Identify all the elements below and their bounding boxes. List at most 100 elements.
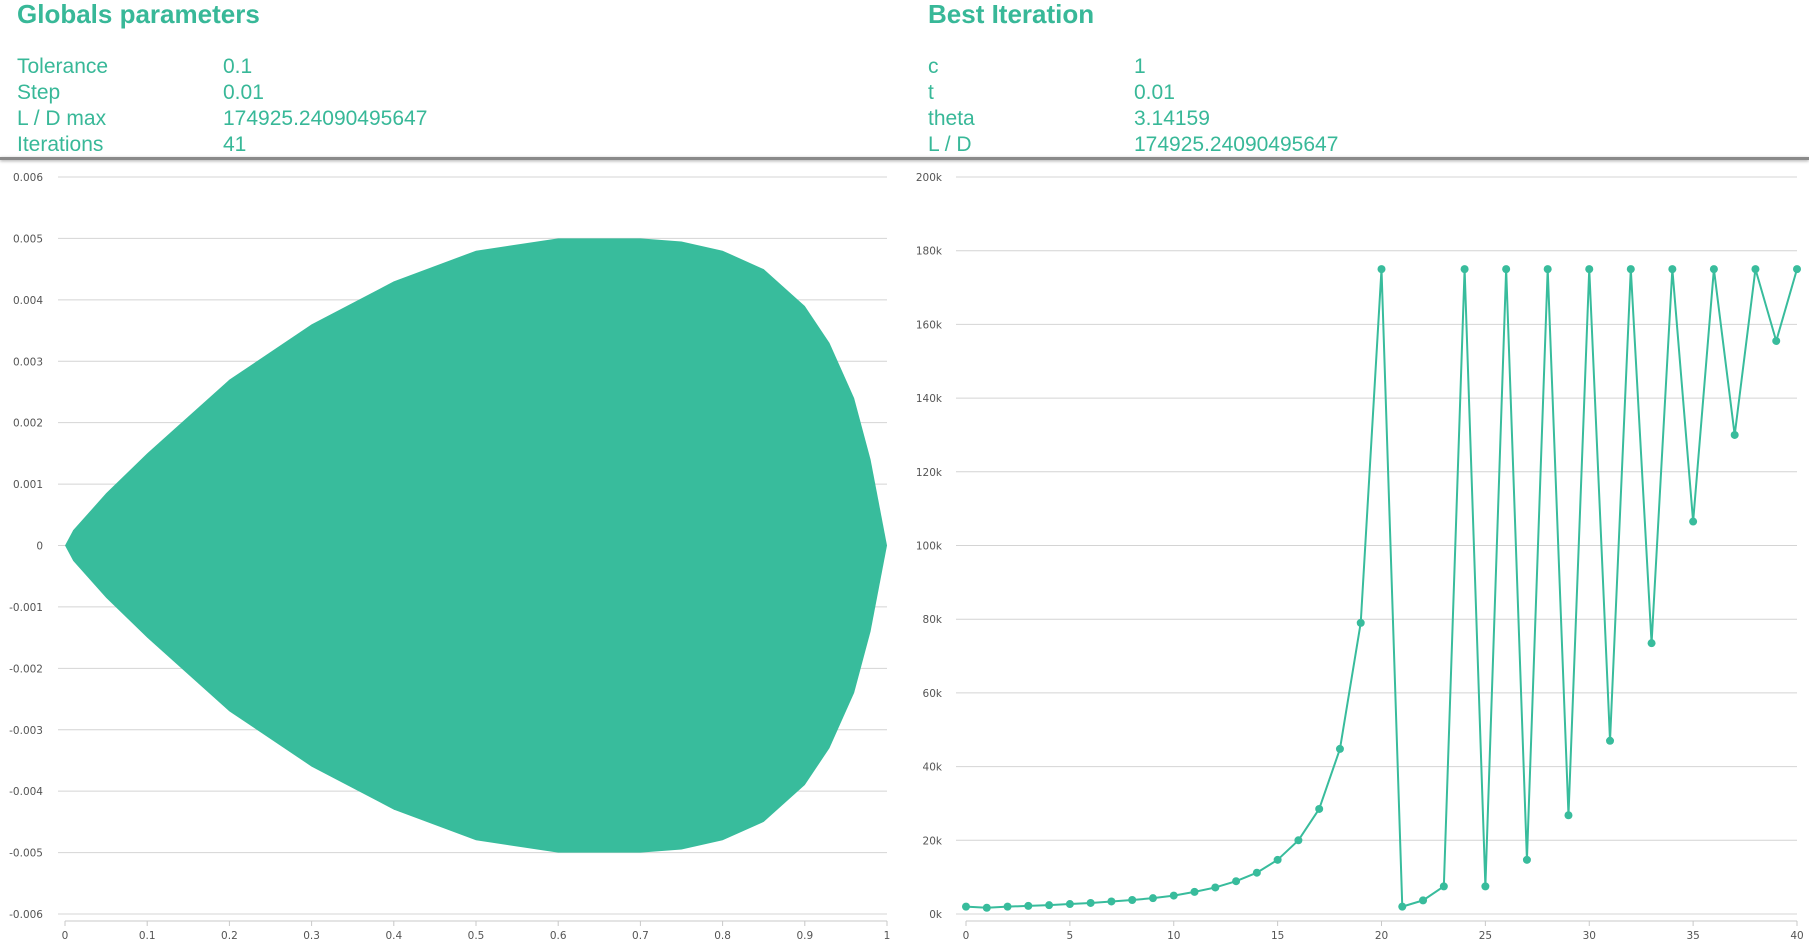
y-tick-label: -0.001 [9, 602, 43, 614]
param-label: Iterations [17, 133, 104, 156]
ld-data-point [1522, 855, 1531, 864]
x-tick-label: 0.6 [550, 930, 567, 942]
x-tick-label: 5 [1067, 930, 1074, 942]
x-tick-label: 0.1 [139, 930, 156, 942]
x-tick-label: 0.2 [221, 930, 238, 942]
globals-param-row: Step 0.01 [17, 80, 897, 106]
y-tick-label: 120k [916, 467, 943, 479]
globals-title: Globals parameters [17, 0, 260, 29]
x-tick-label: 0.5 [468, 930, 485, 942]
ld-data-point [1065, 900, 1074, 909]
best-iteration-title: Best Iteration [928, 0, 1095, 29]
param-label: L / D [928, 133, 972, 156]
ld-data-point [1398, 902, 1407, 911]
ld-data-point [1772, 336, 1781, 345]
best-param-row: c 1 [928, 54, 1788, 80]
x-tick-label: 1 [884, 930, 891, 942]
y-tick-label: -0.003 [9, 725, 43, 737]
ld-data-point [1356, 618, 1365, 627]
y-tick-label: 200k [916, 172, 943, 184]
x-tick-label: 25 [1479, 930, 1492, 942]
ld-data-point [1793, 265, 1801, 274]
y-tick-label: 140k [916, 393, 943, 405]
ld-data-point [1086, 898, 1095, 907]
ld-data-point [1107, 897, 1116, 906]
ld-data-point [1751, 265, 1760, 274]
ld-data-point [1128, 896, 1137, 904]
ld-data-point [1294, 836, 1303, 845]
globals-param-list: Tolerance 0.1 Step 0.01 L / D max 174925… [17, 54, 897, 158]
y-tick-label: 0k [929, 909, 943, 921]
ld-data-point [1148, 894, 1157, 903]
ld-data-point [1377, 265, 1386, 274]
param-label: L / D max [17, 107, 107, 130]
param-label: Step [17, 81, 61, 104]
best-param-row: theta 3.14159 [928, 106, 1788, 132]
ld-data-point [1481, 882, 1490, 891]
param-value: 174925.24090495647 [1134, 133, 1339, 156]
ld-data-point [1606, 736, 1615, 745]
x-tick-label: 20 [1375, 930, 1388, 942]
globals-param-row: L / D max 174925.24090495647 [17, 106, 897, 132]
ld-data-point [1232, 877, 1241, 886]
y-tick-label: 0.006 [13, 172, 43, 184]
globals-panel: Globals parameters Tolerance 0.1 Step 0.… [17, 0, 897, 158]
x-tick-label: 15 [1271, 930, 1284, 942]
y-tick-label: 0 [36, 541, 43, 553]
airfoil-profile-area [65, 238, 887, 853]
x-tick-label: 10 [1167, 930, 1180, 942]
ld-data-point [1003, 902, 1012, 911]
x-tick-label: 40 [1790, 930, 1803, 942]
globals-param-row: Tolerance 0.1 [17, 54, 897, 80]
x-tick-label: 0 [62, 930, 69, 942]
y-tick-label: 0.002 [13, 418, 43, 430]
ld-data-point [1419, 896, 1428, 905]
best-param-row: t 0.01 [928, 80, 1788, 106]
ld-data-point [1502, 265, 1511, 274]
y-tick-label: 180k [916, 246, 943, 258]
ld-data-point [1211, 883, 1220, 892]
y-tick-label: -0.006 [9, 909, 43, 921]
param-value: 0.01 [223, 81, 264, 104]
x-tick-label: 0.8 [714, 930, 731, 942]
ld-data-point [1668, 265, 1677, 274]
param-label: c [928, 55, 939, 78]
y-tick-label: 40k [923, 762, 943, 774]
x-tick-label: 0 [963, 930, 970, 942]
best-param-list: c 1 t 0.01 theta 3.14159 L / D 174925.24… [928, 54, 1788, 158]
ld-series-line [965, 268, 1798, 909]
ld-data-point [1335, 744, 1344, 753]
ld-data-point [1273, 855, 1282, 864]
best-param-row: L / D 174925.24090495647 [928, 132, 1788, 158]
ld-data-point [1045, 901, 1054, 910]
y-tick-label: 160k [916, 319, 943, 331]
y-tick-label: 0.001 [13, 479, 43, 491]
ld-data-point [1647, 639, 1656, 648]
header-divider [0, 157, 1809, 160]
ld-data-point [1730, 430, 1739, 439]
ld-data-point [1564, 811, 1573, 820]
ld-iterations-chart: 200k 180k 160k 140k 120k 100k 80k 60k 40k 20k 0k 0 5… [916, 172, 1804, 942]
param-value: 0.01 [1134, 81, 1175, 104]
ld-data-point [1626, 265, 1635, 274]
ld-data-point [1024, 901, 1033, 910]
y-tick-label: -0.004 [9, 786, 43, 798]
ld-data-point [1190, 887, 1199, 896]
ld-data-point [1543, 265, 1552, 274]
ld-data-point [1689, 517, 1698, 526]
x-tick-label: 0.9 [796, 930, 813, 942]
y-tick-label: 80k [923, 614, 943, 626]
y-tick-label: 0.003 [13, 356, 43, 368]
ld-data-point [1585, 265, 1594, 274]
ld-data-point [1315, 804, 1324, 813]
y-tick-label: 20k [923, 835, 943, 847]
y-tick-label: 0.004 [13, 295, 43, 307]
x-tick-label: 0.7 [632, 930, 649, 942]
param-value: 1 [1134, 55, 1146, 78]
param-label: t [928, 81, 934, 104]
ld-data-point [1460, 265, 1469, 274]
x-tick-label: 0.4 [385, 930, 402, 942]
best-iteration-panel: Best Iteration c 1 t 0.01 theta 3.14159 … [928, 0, 1788, 158]
ld-data-point [962, 902, 970, 911]
y-tick-label: 0.005 [13, 233, 43, 245]
